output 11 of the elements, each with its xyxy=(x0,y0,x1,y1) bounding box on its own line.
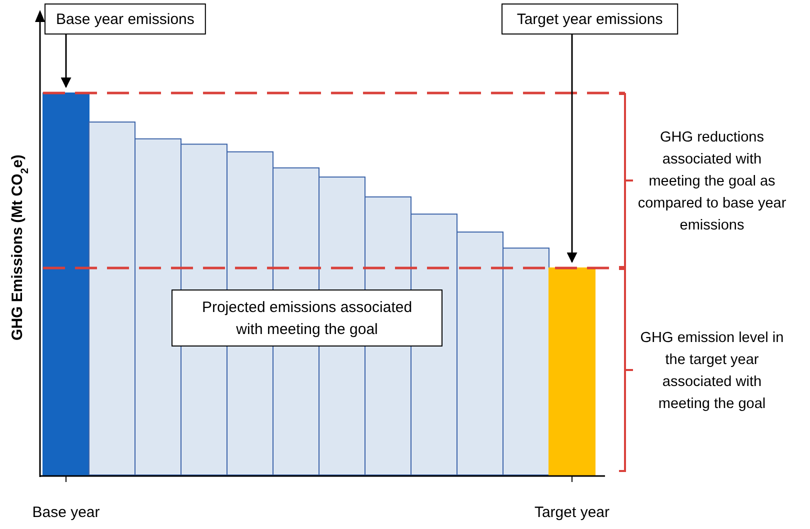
annotation: Projected emissions associated with meeting the goal xyxy=(202,299,412,338)
text: GHG reductions associated with meeting the goal as compared to base year emissions xyxy=(638,129,786,234)
annotation: Target year emissions xyxy=(516,11,663,28)
x-tick-label: Base year xyxy=(32,504,100,521)
text: GHG emission level in the target year associated with meeting the goal xyxy=(640,330,784,412)
annotation: Base year emissions xyxy=(56,11,194,28)
x-tick-label: Target year xyxy=(534,504,610,521)
text-box: Base year emissions xyxy=(44,4,206,88)
bar xyxy=(42,92,90,476)
text-box: Projected emissions associated with meeting the goal xyxy=(172,290,442,346)
bar xyxy=(548,267,596,476)
